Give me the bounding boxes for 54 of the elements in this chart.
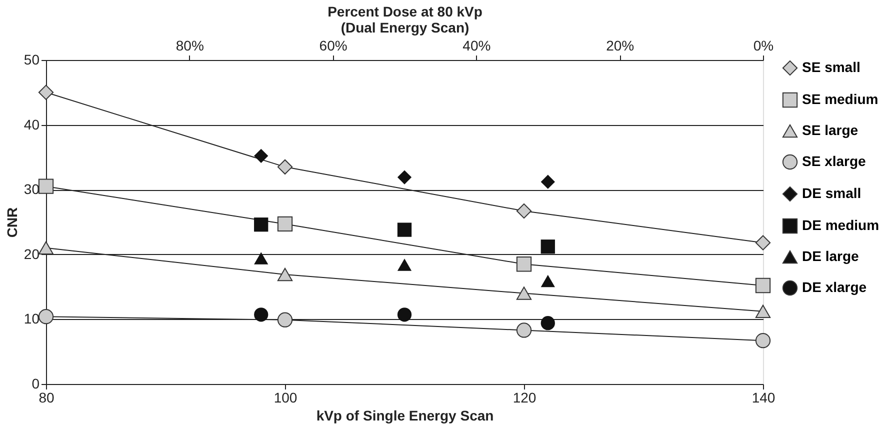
x2-tick-label: 60% [319,38,348,54]
legend-label: DE xlarge [802,279,867,295]
legend-label: SE medium [802,91,878,107]
point [254,252,268,264]
point [540,274,555,288]
point [540,174,555,189]
legend-label: SE large [802,122,858,138]
point [38,84,54,100]
x-axis-title: kVp of Single Energy Scan [316,408,494,424]
legend-label: SE xlarge [802,153,866,169]
y-tick-label: 50 [24,52,40,68]
point [397,222,412,237]
point [516,322,532,338]
point [397,258,412,271]
x2-tick-label: 20% [606,38,634,54]
point [38,178,54,194]
point [277,159,293,174]
point [540,316,555,330]
legend-label: DE small [802,185,862,201]
x2-tick-label: 0% [753,38,774,54]
point [755,278,771,294]
legend-label: DE large [802,248,860,264]
point [38,309,54,324]
y-axis-title: CNR [4,207,20,238]
point [397,308,412,322]
x-tick-label: 80 [38,390,54,406]
point [516,286,532,300]
x-tick-label: 140 [752,390,776,406]
point [516,256,532,272]
legend-label: DE medium [802,217,880,233]
y-tick-label: 30 [24,181,40,198]
point [540,240,555,254]
x2-tick-label: 80% [176,38,204,54]
x-tick-label: 100 [274,390,298,406]
point [277,312,293,328]
y-tick-label: 40 [24,116,40,132]
point [397,170,412,184]
point [277,268,293,282]
x2-axis-title: Percent Dose at 80 kVp (Dual Energy Scan) [328,4,482,36]
point [755,235,771,250]
y-tick-label: 10 [24,310,40,327]
legend-label: SE small [802,59,860,75]
point [254,148,268,163]
point [755,304,771,318]
y-tick-label: 0 [32,376,40,392]
point [38,241,54,255]
point [254,218,268,232]
x-tick-label: 120 [512,390,536,406]
y-tick-label: 20 [24,246,40,262]
x2-tick-label: 40% [462,38,491,54]
point [755,333,771,348]
point [277,216,293,232]
point [254,308,268,322]
point [516,203,532,219]
